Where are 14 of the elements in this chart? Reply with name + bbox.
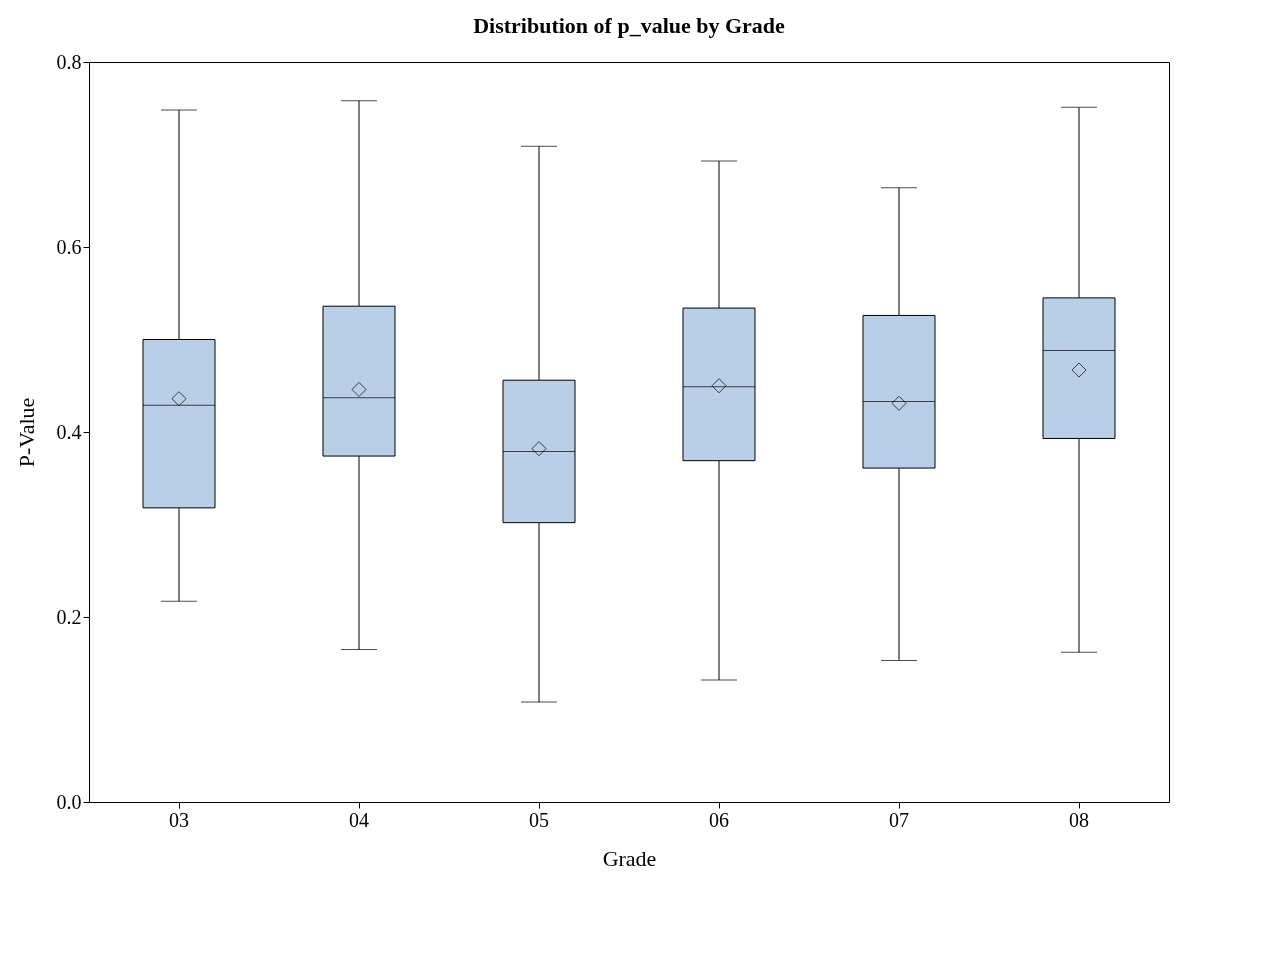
y-tick-label: 0.6 — [56, 235, 82, 258]
x-tick-label: 05 — [529, 808, 549, 831]
y-axis-title: P-Value — [13, 397, 39, 468]
y-tick-label: 0.4 — [56, 420, 82, 443]
x-tick-label: 07 — [889, 808, 909, 831]
chart-title: Distribution of p_value by Grade — [473, 13, 786, 38]
x-tick-label: 04 — [349, 808, 369, 831]
x-tick-label: 03 — [169, 808, 189, 831]
x-tick-label: 06 — [709, 808, 729, 831]
x-tick-label: 08 — [1069, 808, 1089, 831]
x-axis-title: Grade — [602, 845, 657, 871]
y-tick-label: 0.2 — [56, 605, 82, 628]
y-tick-label: 0.0 — [56, 790, 82, 813]
y-tick-label: 0.8 — [56, 50, 82, 73]
